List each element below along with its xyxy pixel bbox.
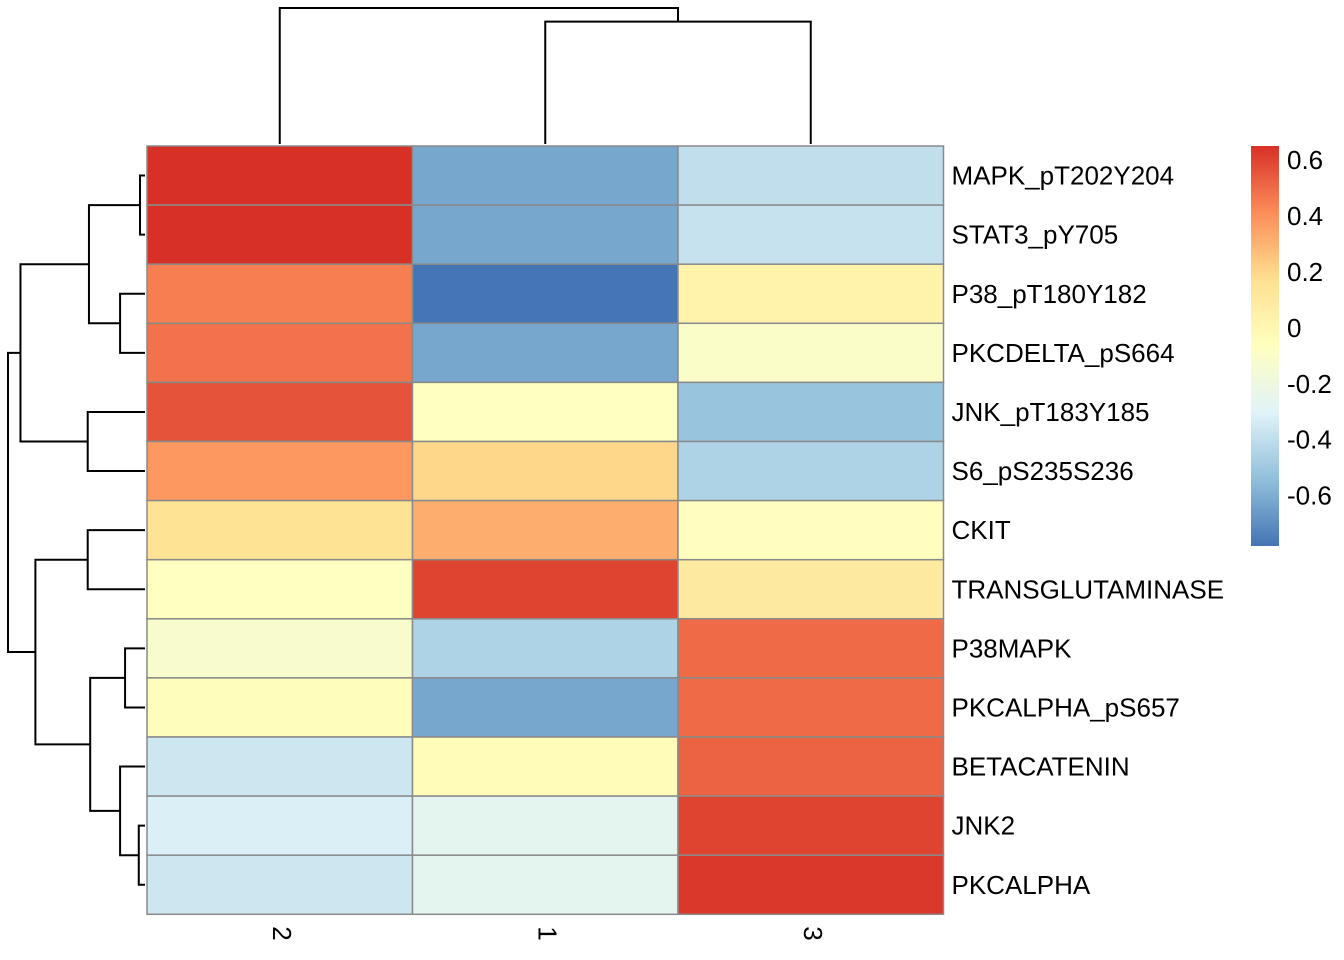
row-dendrogram-link-10 xyxy=(34,558,91,746)
row-dendrogram-link-3 xyxy=(86,410,145,473)
row-dendrogram-link-5 xyxy=(86,529,145,591)
row-label-transglutaminase: TRANSGLUTAMINASE xyxy=(952,574,1225,604)
color-legend-bar xyxy=(1251,146,1279,546)
column-dendrogram xyxy=(278,7,812,144)
row-label-jnk2: JNK2 xyxy=(952,811,1016,841)
row-label-betacatenin: BETACATENIN xyxy=(952,752,1130,782)
heatmap-cells xyxy=(146,145,945,916)
heatmap-cell-p38mapk-col-3 xyxy=(677,618,945,679)
heatmap-cell-p38mapk-col-2 xyxy=(146,618,414,679)
row-label-p38_pt180y182: P38_pT180Y182 xyxy=(952,279,1147,309)
heatmap-cell-pkcalpha-col-2 xyxy=(146,854,414,916)
heatmap-cell-p38_pt180y182-col-2 xyxy=(146,263,414,325)
heatmap-cell-p38_pt180y182-col-3 xyxy=(677,263,945,325)
heatmap-cell-ckit-col-1 xyxy=(411,499,679,561)
row-dendrogram xyxy=(7,174,145,886)
heatmap-cell-s6_ps235s236-col-2 xyxy=(146,440,414,502)
heatmap-cell-ckit-col-2 xyxy=(146,499,414,561)
row-label-p38mapk: P38MAPK xyxy=(952,633,1073,663)
heatmap-cell-betacatenin-col-2 xyxy=(146,736,414,797)
row-dendrogram-link-6 xyxy=(124,647,145,709)
row-dendrogram-link-2 xyxy=(87,204,141,325)
heatmap-cell-jnk_pt183y185-col-3 xyxy=(677,381,945,443)
heatmap-cell-stat3_py705-col-1 xyxy=(411,204,679,265)
row-dendrogram-link-7 xyxy=(137,824,145,886)
heatmap-cell-pkcalpha_ps657-col-2 xyxy=(146,677,414,738)
heatmap-cell-pkcalpha_ps657-col-1 xyxy=(411,677,679,738)
column-dendrogram-link-1 xyxy=(278,7,679,144)
heatmap-cell-s6_ps235s236-col-1 xyxy=(411,440,679,502)
heatmap-cell-mapk_pt202y204-col-3 xyxy=(677,145,945,206)
row-dendrogram-link-0 xyxy=(139,174,145,236)
row-label-s6_ps235s236: S6_pS235S236 xyxy=(952,456,1134,486)
heatmap-cell-jnk2-col-2 xyxy=(146,795,414,856)
heatmap-cell-jnk2-col-3 xyxy=(677,795,945,856)
row-label-ckit: CKIT xyxy=(952,515,1011,545)
heatmap-cell-s6_ps235s236-col-3 xyxy=(677,440,945,502)
heatmap-cell-transglutaminase-col-1 xyxy=(411,558,679,620)
color-legend: 0.6 0.4 0.2 0 -0.2 -0.4 -0.6 xyxy=(1251,145,1332,546)
row-label-pkcalpha_ps657: PKCALPHA_pS657 xyxy=(952,692,1180,722)
row-dendrogram-link-4 xyxy=(19,263,89,443)
row-dendrogram-link-11 xyxy=(7,351,36,654)
column-label-2: 2 xyxy=(267,926,297,940)
row-label-pkcalpha: PKCALPHA xyxy=(952,870,1091,900)
heatmap-cell-p38mapk-col-1 xyxy=(411,618,679,679)
row-dendrogram-link-8 xyxy=(119,765,145,857)
row-label-mapk_pt202y204: MAPK_pT202Y204 xyxy=(952,161,1175,191)
legend-tick-label: -0.6 xyxy=(1287,481,1332,511)
heatmap-cell-ckit-col-3 xyxy=(677,499,945,561)
heatmap-cell-betacatenin-col-1 xyxy=(411,736,679,797)
heatmap-cell-transglutaminase-col-2 xyxy=(146,558,414,620)
legend-tick-label: 0.2 xyxy=(1287,257,1323,287)
heatmap-cell-stat3_py705-col-3 xyxy=(677,204,945,265)
row-label-pkcdelta_ps664: PKCDELTA_pS664 xyxy=(952,338,1175,368)
legend-tick-label: 0 xyxy=(1287,313,1301,343)
column-dendrogram-link-0 xyxy=(544,20,812,144)
heatmap-cell-stat3_py705-col-2 xyxy=(146,204,414,265)
heatmap-cell-pkcdelta_ps664-col-1 xyxy=(411,322,679,384)
row-labels: MAPK_pT202Y204 STAT3_pY705 P38_pT180Y182 PK… xyxy=(952,161,1225,900)
heatmap-cell-p38_pt180y182-col-1 xyxy=(411,263,679,325)
heatmap-cell-jnk_pt183y185-col-2 xyxy=(146,381,414,443)
heatmap-cell-pkcdelta_ps664-col-2 xyxy=(146,322,414,384)
heatmap-cell-pkcalpha-col-3 xyxy=(677,854,945,916)
legend-tick-label: -0.2 xyxy=(1287,369,1332,399)
heatmap-cell-pkcdelta_ps664-col-3 xyxy=(677,322,945,384)
heatmap-cell-mapk_pt202y204-col-2 xyxy=(146,145,414,206)
row-label-stat3_py705: STAT3_pY705 xyxy=(952,220,1119,250)
heatmap-cell-mapk_pt202y204-col-1 xyxy=(411,145,679,206)
heatmap-cell-betacatenin-col-3 xyxy=(677,736,945,797)
column-label-3: 3 xyxy=(798,926,828,940)
column-label-1: 1 xyxy=(532,926,562,940)
row-dendrogram-link-1 xyxy=(119,292,145,354)
heatmap-cell-pkcalpha_ps657-col-3 xyxy=(677,677,945,738)
heatmap-cell-pkcalpha-col-1 xyxy=(411,854,679,916)
legend-tick-label: 0.4 xyxy=(1287,201,1323,231)
row-label-jnk_pt183y185: JNK_pT183Y185 xyxy=(952,397,1150,427)
heatmap-cell-transglutaminase-col-3 xyxy=(677,558,945,620)
legend-tick-label: 0.6 xyxy=(1287,145,1323,175)
column-labels: 2 1 3 xyxy=(267,926,828,940)
heatmap-cell-jnk2-col-1 xyxy=(411,795,679,856)
legend-tick-label: -0.4 xyxy=(1287,425,1332,455)
heatmap-cell-jnk_pt183y185-col-1 xyxy=(411,381,679,443)
color-legend-ticks: 0.6 0.4 0.2 0 -0.2 -0.4 -0.6 xyxy=(1287,145,1332,511)
